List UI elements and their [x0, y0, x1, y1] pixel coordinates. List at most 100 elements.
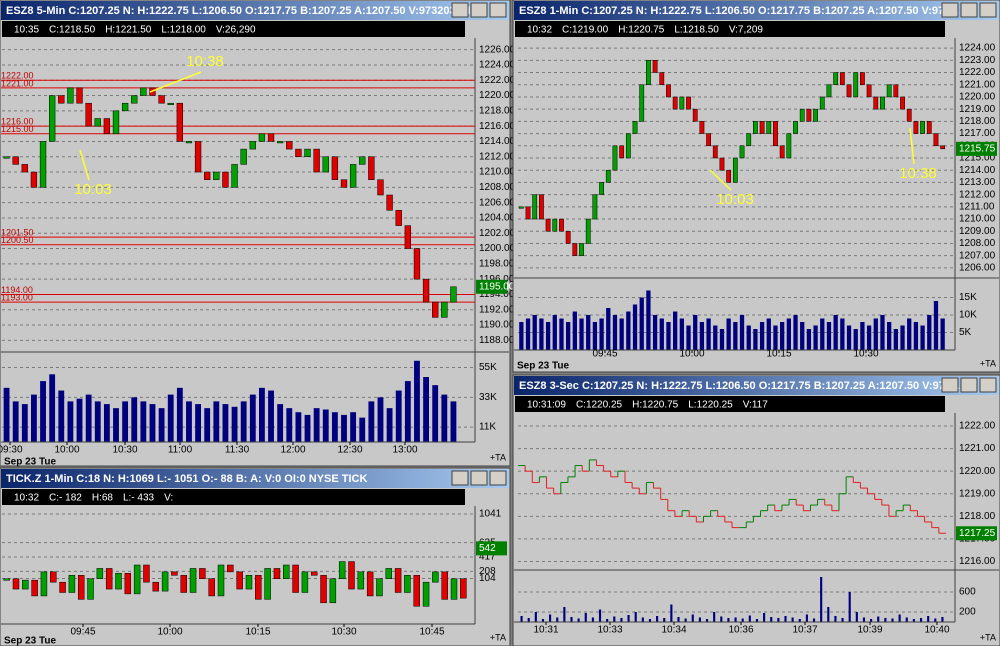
window-min-button[interactable]	[941, 2, 959, 18]
date-label: Sep 23 Tue	[517, 361, 569, 372]
y-tick-label: 1217.00	[959, 128, 996, 139]
candle	[320, 575, 327, 604]
volume-bar	[619, 318, 624, 350]
volume-bar	[613, 616, 616, 622]
corner-button[interactable]: +TA	[490, 452, 506, 462]
window-min-button[interactable]	[941, 377, 959, 393]
volume-bar	[870, 619, 873, 622]
y-tick-label: 1212.00	[479, 151, 516, 162]
window-title: ESZ8 5-Min C:1207.25 N: H:1222.75 L:1206…	[6, 5, 479, 17]
candle	[906, 108, 912, 122]
info-field: L:1220.25	[688, 400, 733, 411]
window-frame	[512, 0, 1000, 373]
candle	[258, 133, 266, 142]
volume-bar	[286, 408, 293, 442]
candle	[76, 87, 83, 104]
volume-bar	[559, 318, 564, 350]
candle	[48, 95, 56, 142]
y-tick-label: 1221.00	[959, 443, 996, 454]
candle	[422, 581, 430, 607]
volume-bar	[313, 408, 320, 442]
y-tick-label: 33K	[479, 392, 497, 403]
volume-bar	[677, 617, 680, 622]
volume-bar	[131, 397, 138, 442]
y-tick-label: 600	[959, 587, 976, 598]
y-tick-label: 208	[479, 566, 496, 577]
volume-bar	[520, 616, 523, 622]
volume-bar	[705, 619, 709, 622]
y-tick-label: 1192.00	[479, 304, 515, 315]
volume-bar	[798, 619, 801, 622]
window-close-button[interactable]	[489, 470, 507, 486]
volume-bar	[784, 616, 787, 622]
candle	[348, 561, 355, 590]
candle	[331, 156, 339, 180]
candle	[773, 121, 778, 147]
volume-bar	[763, 613, 766, 622]
volume-bar	[753, 329, 758, 350]
candle	[58, 95, 65, 104]
volume-bar	[368, 401, 375, 442]
candle	[450, 578, 458, 600]
candle	[366, 571, 374, 597]
window-close-button[interactable]	[979, 377, 997, 393]
volume-bar	[853, 329, 858, 350]
candle	[793, 121, 798, 134]
window-max-button[interactable]	[960, 377, 978, 393]
corner-button[interactable]: +TA	[980, 358, 996, 368]
volume-bar	[249, 394, 256, 442]
window-max-button[interactable]	[470, 2, 488, 18]
window-close-button[interactable]	[979, 2, 997, 18]
candle	[286, 141, 293, 150]
corner-button[interactable]: +TA	[490, 632, 506, 642]
candle	[572, 243, 578, 256]
volume-bar	[49, 374, 56, 442]
y-tick-label: 1216.00	[479, 121, 516, 132]
volume-bar	[432, 385, 439, 442]
candle	[386, 194, 393, 211]
candle	[67, 87, 74, 104]
volume-bar	[450, 401, 457, 442]
annotation-pointer	[709, 169, 732, 191]
volume-bar	[693, 315, 698, 350]
candle	[143, 564, 150, 583]
volume-bar	[606, 308, 611, 350]
info-bar	[515, 396, 945, 412]
x-tick-label: 09:45	[592, 349, 617, 360]
window-max-button[interactable]	[470, 470, 488, 486]
volume-bar	[634, 612, 637, 622]
candle	[295, 148, 302, 158]
candle	[240, 148, 247, 165]
y-tick-label: 1223.00	[959, 55, 996, 66]
candle	[739, 145, 745, 159]
volume-bar	[759, 322, 765, 350]
candle	[96, 568, 104, 579]
volume-bar	[527, 618, 530, 622]
volume-bar	[706, 318, 711, 350]
volume-bar	[739, 315, 745, 350]
window-min-button[interactable]	[451, 2, 469, 18]
x-tick-label: 10:31	[533, 625, 558, 636]
info-field: L:1218.50	[674, 25, 719, 36]
volume-bar	[713, 325, 718, 350]
volume-bar	[591, 617, 594, 622]
y-tick-label: 1214.00	[479, 136, 516, 147]
volume-bar	[534, 612, 537, 622]
window-close-button[interactable]	[489, 2, 507, 18]
window-min-button[interactable]	[451, 470, 469, 486]
price-level-label: 1222.00	[1, 71, 34, 81]
volume-bar	[659, 318, 664, 350]
candle	[359, 156, 366, 165]
corner-button[interactable]: +TA	[980, 632, 996, 642]
y-tick-label: 1220.00	[479, 90, 516, 101]
window-max-button[interactable]	[960, 2, 978, 18]
volume-bar	[800, 322, 805, 350]
info-field: L:- 433	[123, 493, 155, 504]
volume-bar	[259, 387, 265, 442]
x-tick-label: 10:00	[157, 627, 182, 638]
volume-bar	[713, 612, 716, 622]
info-field: 10:32	[527, 25, 552, 36]
annotation-pointer	[79, 149, 90, 181]
candle	[413, 575, 420, 607]
y-tick-label: 1202.00	[479, 228, 516, 239]
